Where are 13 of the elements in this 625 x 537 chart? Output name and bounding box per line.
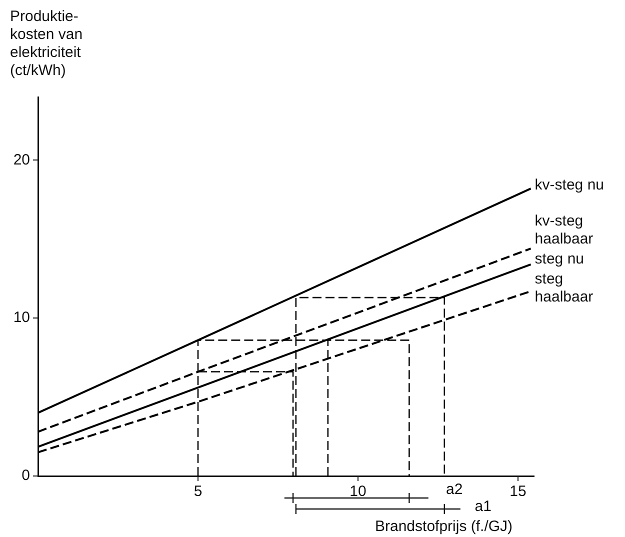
series-label: steg haalbaar	[534, 270, 594, 306]
text: a1	[474, 498, 492, 516]
x-tick-label: 10	[350, 483, 366, 500]
x-axis-title: Brandstofprijs (f./GJ)	[375, 518, 513, 535]
y-tick-label: 0	[22, 467, 30, 484]
y-axis-title: Produktie-kosten van elektriciteit (ct/kWh)	[10, 8, 84, 80]
y-tick-label: 10	[13, 309, 30, 326]
x-tick-label: 15	[510, 483, 526, 500]
y-tick-label: 20	[13, 151, 30, 168]
text: a2	[446, 481, 463, 498]
series-label: kv-steg nu	[534, 176, 604, 194]
series-label: steg nu	[534, 250, 584, 268]
x-tick-label: 5	[194, 483, 202, 500]
